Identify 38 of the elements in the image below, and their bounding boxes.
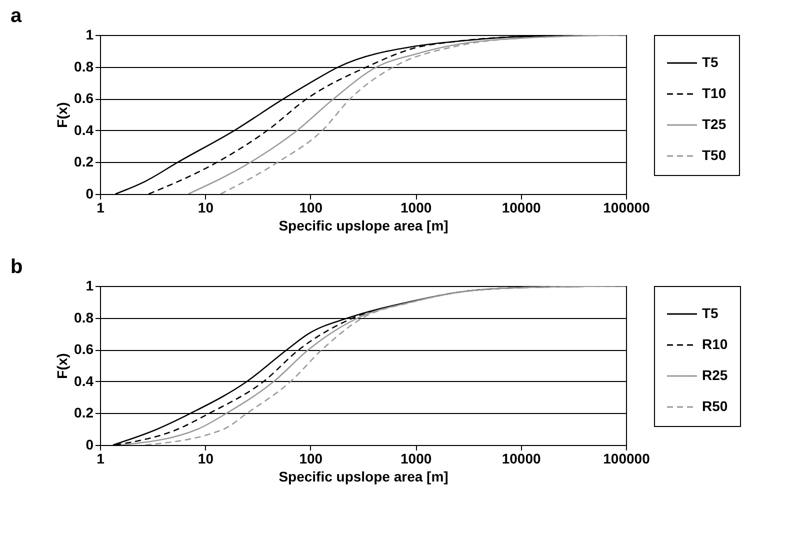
y-tick-label: 0.6	[74, 90, 94, 106]
x-tick-label: 100000	[603, 200, 650, 216]
y-tick-label: 0.2	[74, 154, 94, 170]
x-tick-label: 100	[299, 200, 323, 216]
y-tick-label: 0	[86, 186, 94, 202]
legend-label: R25	[702, 367, 728, 383]
legend-label: T10	[702, 85, 726, 101]
y-axis-title: F(x)	[54, 353, 70, 379]
legend-label: T5	[702, 54, 719, 70]
x-tick-label: 10000	[502, 450, 541, 466]
legend-label: R10	[702, 336, 728, 352]
y-tick-label: 0.4	[74, 372, 94, 389]
y-tick-label: 0.8	[74, 58, 94, 74]
legend-label: R50	[702, 398, 728, 414]
x-axis-title: Specific upslope area [m]	[278, 468, 448, 484]
y-tick-label: 1	[86, 278, 94, 294]
legend-label: T25	[702, 116, 726, 132]
x-tick-label: 1000	[400, 200, 432, 216]
y-tick-label: 1	[86, 26, 94, 42]
x-axis-title: Specific upslope area [m]	[278, 218, 448, 234]
x-tick-label: 100	[299, 450, 323, 466]
y-tick-label: 0.2	[74, 404, 94, 421]
x-tick-label: 10000	[502, 200, 541, 216]
legend-label: T5	[702, 305, 719, 321]
x-tick-label: 100000	[603, 450, 650, 466]
y-tick-label: 0.8	[74, 309, 94, 326]
x-tick-label: 1	[96, 450, 105, 466]
y-tick-label: 0	[86, 436, 94, 452]
x-tick-label: 1000	[400, 450, 432, 466]
chart-title: a	[10, 5, 23, 27]
y-tick-label: 0.6	[74, 341, 94, 358]
x-tick-label: 1	[96, 200, 105, 216]
x-tick-label: 10	[198, 450, 214, 466]
x-tick-label: 10	[198, 200, 214, 216]
y-axis-title: F(x)	[54, 102, 70, 128]
chart-title: b	[10, 256, 23, 278]
y-tick-label: 0.4	[74, 122, 94, 138]
legend-label: T50	[702, 147, 726, 163]
